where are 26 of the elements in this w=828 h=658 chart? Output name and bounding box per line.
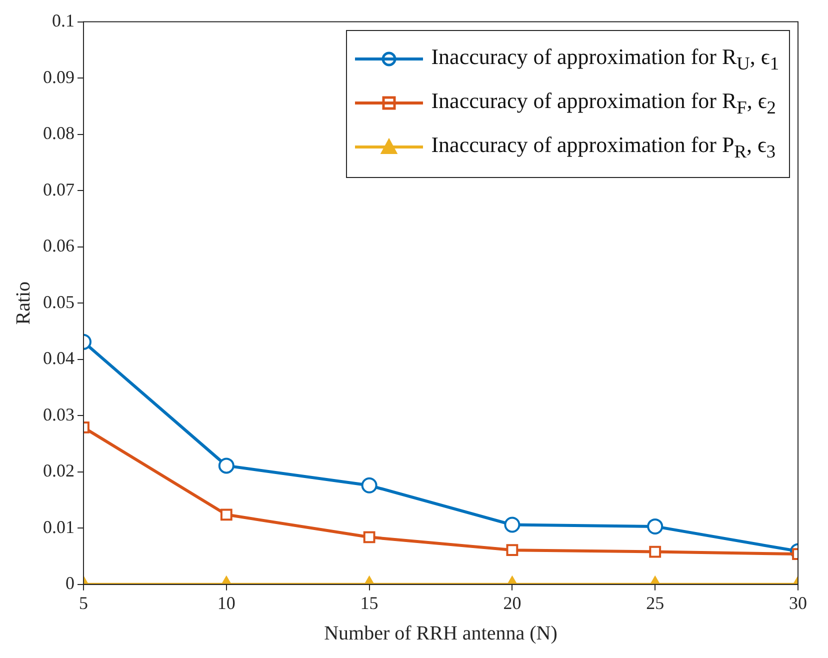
x-tick-label: 30	[789, 592, 807, 613]
x-tick-label: 5	[79, 592, 88, 613]
x-tick-label: 15	[360, 592, 378, 613]
y-tick-label: 0.03	[43, 404, 74, 424]
y-tick-label: 0.09	[43, 66, 74, 87]
point	[363, 531, 376, 544]
y-tick-label: 0	[66, 573, 74, 594]
legend-label: Inaccuracy of approximation for P$_{R}$, ϵ$_{3}$	[431, 132, 776, 162]
x-tick-label: 20	[503, 592, 522, 613]
y-axis-title: Ratio	[12, 281, 34, 325]
y-tick-label: 0.08	[43, 123, 74, 144]
x-tick-label: 10	[217, 592, 236, 613]
y-tick-label: 0.04	[43, 348, 74, 368]
point	[506, 544, 518, 556]
point	[361, 477, 378, 494]
y-tick-label: 0.1	[52, 10, 74, 31]
y-tick-label: 0.05	[43, 292, 74, 312]
y-tick-label: 0.01	[43, 516, 74, 537]
x-tick-label: 25	[646, 592, 664, 613]
y-tick-label: 0.07	[43, 179, 74, 200]
x-axis-title: Number of RRH antenna (N)	[324, 622, 558, 644]
point	[504, 516, 520, 533]
y-tick-label: 0.06	[43, 236, 74, 256]
y-tick-label: 0.02	[43, 460, 74, 481]
legend-label: Inaccuracy of approximation for R$_{F}$, ϵ$_{2}$	[431, 88, 776, 118]
legend-label: Inaccuracy of approximation for R$_{U}$, ϵ$_{1}$	[431, 44, 779, 74]
